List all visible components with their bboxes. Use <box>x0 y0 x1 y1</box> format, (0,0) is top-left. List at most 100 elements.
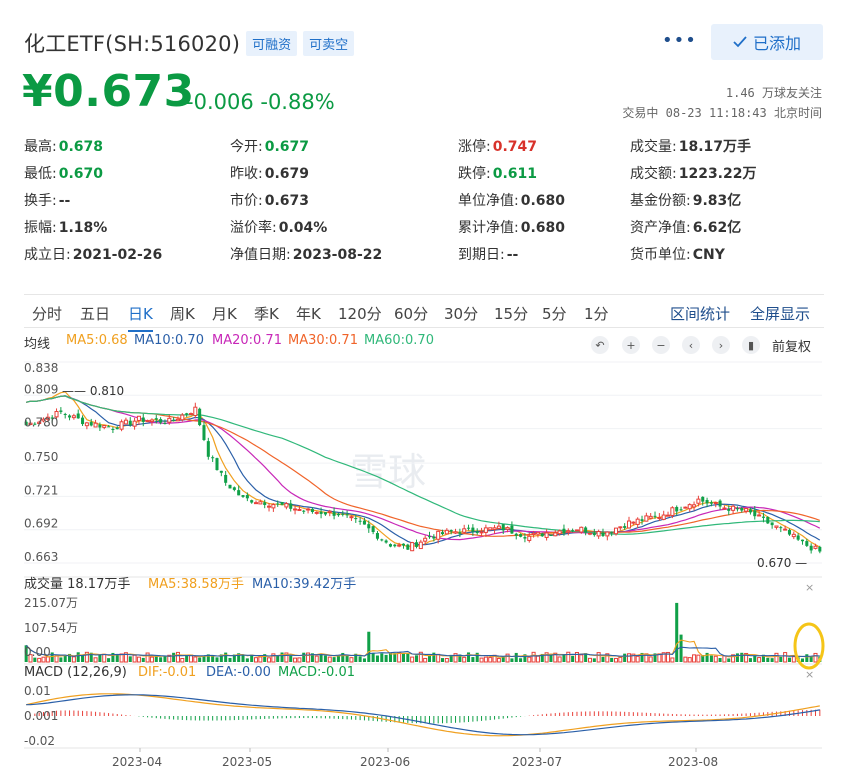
volume-bar <box>263 654 267 662</box>
tab-period[interactable]: 1分 <box>584 305 609 323</box>
volume-bar <box>159 657 163 662</box>
ma-legend-item: MA5:0.68 <box>66 333 128 348</box>
left-arrow-icon[interactable]: ‹ <box>682 336 700 354</box>
candle-body <box>761 516 765 518</box>
zoom-out-icon[interactable]: − <box>652 336 670 354</box>
volume-bar <box>475 652 479 662</box>
macd-legend-item: DEA:-0.00 <box>206 665 271 680</box>
candle-body <box>462 528 467 533</box>
candle-icon[interactable]: ▮ <box>742 336 760 354</box>
candle-body <box>496 525 501 529</box>
stat-label: 累计净值: <box>458 220 519 236</box>
candle-body <box>566 530 571 533</box>
stat-label: 货币单位: <box>630 247 691 263</box>
right-arrow-icon[interactable]: › <box>712 336 730 354</box>
candle-body <box>800 539 805 542</box>
volume-bar <box>510 658 514 662</box>
candle-body <box>553 532 558 537</box>
candle-body <box>310 509 314 512</box>
tab-period[interactable]: 15分 <box>494 305 529 323</box>
stat-value: 0.678 <box>58 139 104 155</box>
undo-icon[interactable]: ↶ <box>591 336 609 354</box>
volume-bar <box>744 652 749 663</box>
tab-period[interactable]: 周K <box>170 305 195 323</box>
tab-period[interactable]: 30分 <box>444 305 479 323</box>
volume-bar <box>332 657 336 662</box>
tag-margin-buy[interactable]: 可融资 <box>246 30 298 56</box>
candle-body <box>410 542 415 552</box>
tab-period[interactable]: 分时 <box>32 305 63 323</box>
stat-label: 跌停: <box>458 166 491 182</box>
candle-body <box>449 530 453 532</box>
tab-period[interactable]: 五日 <box>80 305 111 323</box>
fullscreen-link[interactable]: 全屏显示 <box>750 305 811 323</box>
candle-body <box>202 425 206 440</box>
candle-body <box>245 495 249 499</box>
tab-period[interactable]: 60分 <box>394 305 429 323</box>
stat-label: 资产净值: <box>630 220 691 236</box>
volume-bar <box>501 656 505 662</box>
adjust-mode-select[interactable]: 前复权 <box>772 340 812 355</box>
zoom-in-icon[interactable]: + <box>622 336 640 354</box>
volume-bar <box>349 657 354 663</box>
candle-body <box>271 504 276 509</box>
tag-short-sell[interactable]: 可卖空 <box>303 30 355 56</box>
more-menu-icon[interactable]: ••• <box>662 30 697 51</box>
added-label: 已添加 <box>752 34 801 53</box>
price-tick-label: 0.721 <box>24 483 58 497</box>
volume-bar <box>241 654 245 662</box>
stat-label: 成立日: <box>24 247 71 263</box>
stat-value: -- <box>58 193 71 209</box>
candle-body <box>640 519 644 521</box>
volume-bar <box>76 652 80 662</box>
candle-body <box>531 532 536 536</box>
candle-body <box>805 541 809 546</box>
candle-body <box>401 543 406 546</box>
period-tabs: 分时 五日 日K 周K 月K 季K 年K 120分 60分 30分 15分 5分… <box>24 294 824 332</box>
candle-body <box>224 474 228 483</box>
tab-period[interactable]: 季K <box>254 305 279 323</box>
volume-bar <box>310 653 314 662</box>
volume-bar <box>648 656 653 663</box>
tab-period[interactable]: 5分 <box>542 305 567 323</box>
volume-bar <box>657 653 662 663</box>
ma5-line <box>26 391 821 548</box>
volume-bar <box>327 656 332 663</box>
volume-bar <box>202 655 206 662</box>
tab-period[interactable]: 120分 <box>338 305 382 323</box>
volume-bar <box>605 653 610 663</box>
candle-body <box>33 423 37 425</box>
volume-bar <box>254 657 259 663</box>
volume-ma10-line <box>25 644 820 658</box>
volume-bar <box>557 656 562 663</box>
stat-value: 0.679 <box>264 166 310 182</box>
price-tick-label: 0.750 <box>24 450 58 464</box>
stat-label: 市价: <box>230 193 263 209</box>
volume-bar <box>119 653 124 663</box>
volume-bar <box>679 634 683 662</box>
stat-item: 资产净值: 6.62亿 <box>630 217 741 237</box>
volume-bar <box>33 657 37 662</box>
volume-bar <box>796 657 800 662</box>
candle-body <box>709 502 713 504</box>
candle-body <box>167 417 172 423</box>
tab-period[interactable]: 月K <box>212 305 237 323</box>
added-watchlist-button[interactable]: 已添加 <box>711 24 823 60</box>
candle-body <box>796 535 800 540</box>
volume-bar <box>267 657 272 663</box>
tab-period-active[interactable]: 日K <box>128 305 153 332</box>
candle-body <box>354 518 358 520</box>
candle-body <box>175 418 180 422</box>
tab-period[interactable]: 年K <box>296 305 321 323</box>
volume-bar <box>805 654 809 662</box>
candle-body <box>631 521 636 524</box>
volume-bar <box>514 652 518 662</box>
stat-label: 振幅: <box>24 220 57 236</box>
stat-item: 最高: 0.678 <box>24 136 103 156</box>
stat-item: 今开: 0.677 <box>230 136 309 156</box>
volume-bar <box>237 653 241 662</box>
candle-body <box>467 527 471 529</box>
candle-body <box>722 507 727 510</box>
range-stats-link[interactable]: 区间统计 <box>670 305 731 323</box>
candle-body <box>579 526 584 533</box>
